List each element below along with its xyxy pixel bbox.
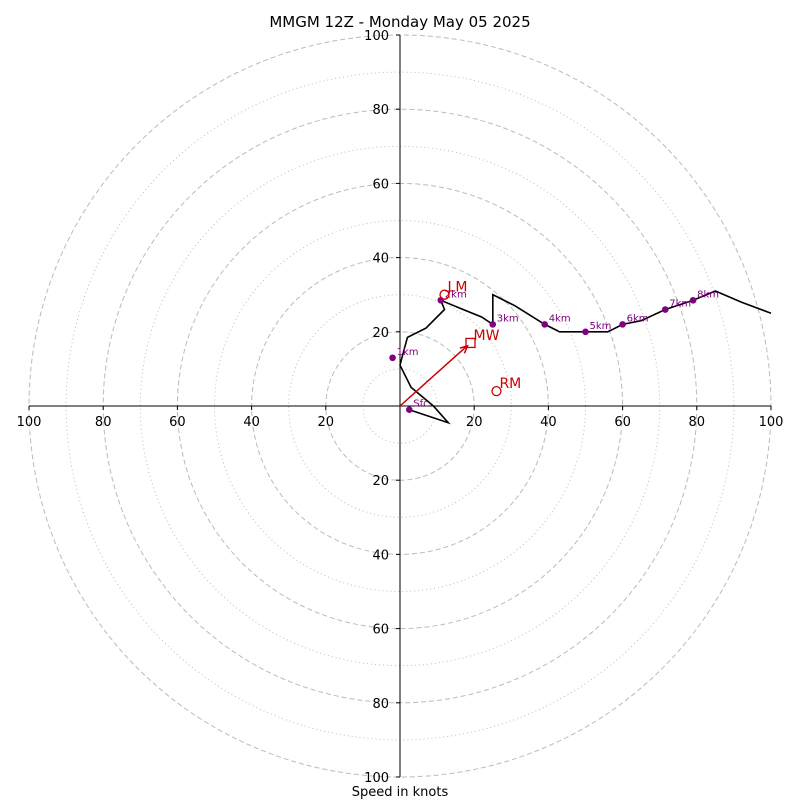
right-mover-label: RM [499,376,521,392]
hodograph-series [399,290,772,425]
x-tick-label: 60 [614,415,631,430]
height-marker-point [689,296,697,304]
height-marker-point [582,328,589,336]
mean-wind-arrow [399,345,467,407]
x-tick-label: 20 [466,415,483,430]
storm-motion: MW LM RM [399,280,521,407]
mean-wind-label: MW [473,328,499,344]
x-tick-label: 100 [17,415,42,430]
height-marker-point [541,321,548,328]
height-marker-label: Sfc [413,399,428,410]
height-marker-point [619,321,626,328]
x-tick-label: 40 [243,415,260,430]
tick-labels: 100 80 60 40 20 20 40 60 80 100 100 80 60 40 20 20 40 60 8… [17,29,784,786]
y-tick-label: 40 [372,252,389,267]
x-tick-label: 100 [759,415,784,430]
height-marker-label: 8km [697,289,719,300]
x-axis-label: Speed in knots [352,785,449,800]
height-marker-label: 6km [627,313,649,324]
y-tick-label: 80 [372,697,389,712]
y-tick-label: 100 [364,29,389,44]
y-tick-label: 20 [372,326,389,341]
y-tick-label: 60 [372,623,389,638]
mean-wind-arrowhead [459,344,469,354]
left-mover-marker [439,289,450,300]
y-tick-label: 80 [372,103,389,118]
x-tick-label: 40 [540,415,557,430]
right-mover-marker [491,386,502,397]
x-tick-label: 80 [95,415,112,430]
x-tick-label: 60 [169,415,186,430]
y-tick-label: 60 [372,177,389,192]
height-marker-label: 4km [549,313,571,324]
height-markers: Sfc 1km 2km 3km 4km 5km 6km 7km 8km [389,289,719,414]
height-marker-point [489,321,497,328]
y-tick-label: 100 [364,771,389,786]
x-tick-label: 80 [689,415,706,430]
height-marker-label: 2km [445,289,467,300]
height-marker-label: 3km [497,313,519,324]
y-tick-label: 40 [372,548,389,563]
x-tick-label: 20 [318,415,335,430]
height-marker-point [661,306,669,313]
hodograph-line [399,290,772,425]
mean-wind-marker [465,337,476,349]
left-mover-label: LM [448,280,468,296]
height-marker-point [389,354,396,362]
height-marker-label: 5km [590,321,612,332]
height-marker-label: 7km [669,299,691,310]
height-marker-label: 1km [397,347,419,358]
y-tick-label: 20 [372,474,389,489]
chart-title: MMGM 12Z - Monday May 05 2025 [269,13,530,31]
height-marker-point [405,406,413,414]
